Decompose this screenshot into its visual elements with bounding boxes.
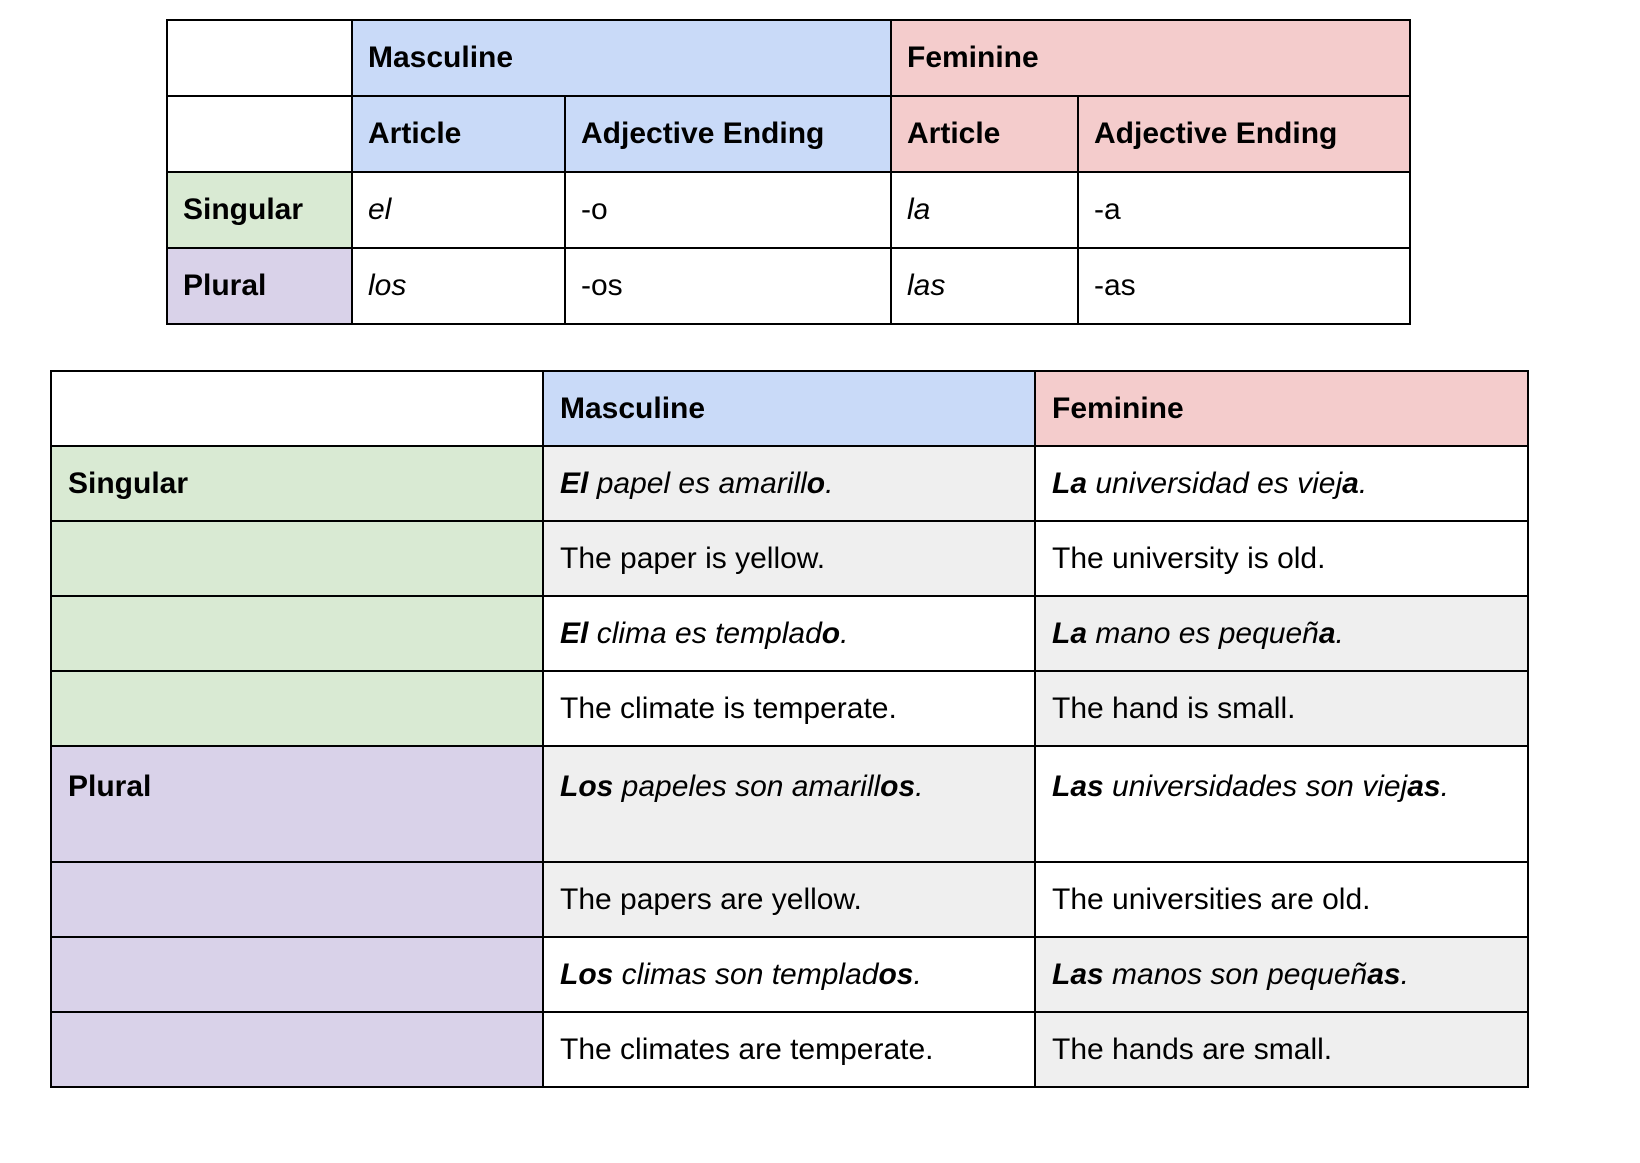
masculine-article-cell: los [351,247,566,325]
row-label-plural: Plural [166,247,353,325]
sentence-text: manos son pequeñ [1103,957,1368,991]
period: . [825,466,834,500]
ending-text: a [1342,466,1359,500]
masculine-ending-header: Adjective Ending [564,95,892,173]
table-row: The climates are temperate. The hands ar… [50,1011,1529,1088]
feminine-header: Feminine [889,19,1412,97]
masculine-english-cell: The paper is yellow. [542,520,1036,597]
ending-text: as [1367,957,1401,991]
article-text: El [560,466,589,500]
feminine-english-cell: The hand is small. [1034,670,1529,747]
ending-text: a [1318,616,1336,650]
articles-endings-table: Masculine Feminine Article Adjective End… [166,19,1412,325]
article-text: La [1052,466,1088,500]
feminine-article-header: Article [890,95,1079,173]
table-row: Plural los -os las -as [166,247,1412,325]
sentence-text: papel es amarill [588,466,807,500]
sentence-text: climas son templad [613,957,879,991]
feminine-article-cell: la [890,171,1079,249]
masculine-spanish-cell: Los climas son templados. [542,936,1036,1013]
period: . [1400,957,1409,991]
ending-text: os [878,957,914,991]
masculine-spanish-cell: El papel es amarillo. [542,445,1036,522]
period: . [1335,616,1344,650]
sentence-text: papeles son amarill [613,770,881,803]
period: . [1440,770,1449,803]
row-label-empty [50,936,544,1013]
sentence-text: universidades son viej [1103,770,1408,803]
masculine-english-cell: The papers are yellow. [542,861,1036,938]
sentence-text: universidad es viej [1087,466,1343,500]
feminine-article-cell: las [890,247,1079,325]
table-header-row: Masculine Feminine [50,370,1529,447]
table-row: The papers are yellow. The universities … [50,861,1529,938]
ending-text: o [821,616,841,650]
article-text: Los [560,770,614,803]
feminine-english-cell: The university is old. [1034,520,1529,597]
article-text: La [1052,616,1088,650]
ending-text: o [806,466,826,500]
row-label-empty [50,670,544,747]
masculine-header: Masculine [351,19,892,97]
article-text: Las [1052,770,1104,803]
row-label-singular: Singular [50,445,544,522]
table-row: Singular El papel es amarillo. La univer… [50,445,1529,522]
feminine-ending-cell: -a [1076,171,1412,249]
feminine-ending-header: Adjective Ending [1076,95,1412,173]
period: . [913,957,922,991]
corner-cell [166,19,353,97]
table-header-row: Masculine Feminine [166,19,1412,97]
table-subheader-row: Article Adjective Ending Article Adjecti… [166,95,1412,173]
table-row: The climate is temperate. The hand is sm… [50,670,1529,747]
row-label-empty [50,1011,544,1088]
corner-cell [166,95,353,173]
table-row: Plural Los papeles son amarillos. Las un… [50,745,1529,863]
feminine-spanish-cell: La universidad es vieja. [1034,445,1529,522]
article-text: Los [560,957,614,991]
examples-table: Masculine Feminine Singular El papel es … [50,370,1529,1088]
period: . [1358,466,1368,500]
masculine-ending-cell: -os [564,247,892,325]
feminine-english-cell: The universities are old. [1034,861,1529,938]
feminine-spanish-cell: Las manos son pequeñas. [1034,936,1529,1013]
masculine-english-cell: The climate is temperate. [542,670,1036,747]
row-label-empty [50,520,544,597]
table-row: Los climas son templados. Las manos son … [50,936,1529,1013]
period: . [915,770,924,803]
corner-cell [50,370,544,447]
article-text: El [560,616,589,650]
ending-text: as [1407,770,1441,803]
feminine-spanish-cell: La mano es pequeña. [1034,595,1529,672]
masculine-article-header: Article [351,95,566,173]
row-label-plural: Plural [50,745,544,863]
masculine-ending-cell: -o [564,171,892,249]
sentence-text: mano es pequeñ [1087,616,1319,650]
table-row: Singular el -o la -a [166,171,1412,249]
row-label-empty [50,861,544,938]
table-row: El clima es templado. La mano es pequeña… [50,595,1529,672]
article-text: Las [1052,957,1104,991]
feminine-ending-cell: -as [1076,247,1412,325]
masculine-spanish-cell: El clima es templado. [542,595,1036,672]
feminine-header: Feminine [1034,370,1529,447]
masculine-header: Masculine [542,370,1036,447]
ending-text: os [880,770,916,803]
table-row: The paper is yellow. The university is o… [50,520,1529,597]
masculine-article-cell: el [351,171,566,249]
feminine-spanish-cell: Las universidades son viejas. [1034,745,1529,863]
period: . [840,616,849,650]
sentence-text: clima es templad [588,616,822,650]
row-label-empty [50,595,544,672]
masculine-spanish-cell: Los papeles son amarillos. [542,745,1036,863]
row-label-singular: Singular [166,171,353,249]
masculine-english-cell: The climates are temperate. [542,1011,1036,1088]
feminine-english-cell: The hands are small. [1034,1011,1529,1088]
